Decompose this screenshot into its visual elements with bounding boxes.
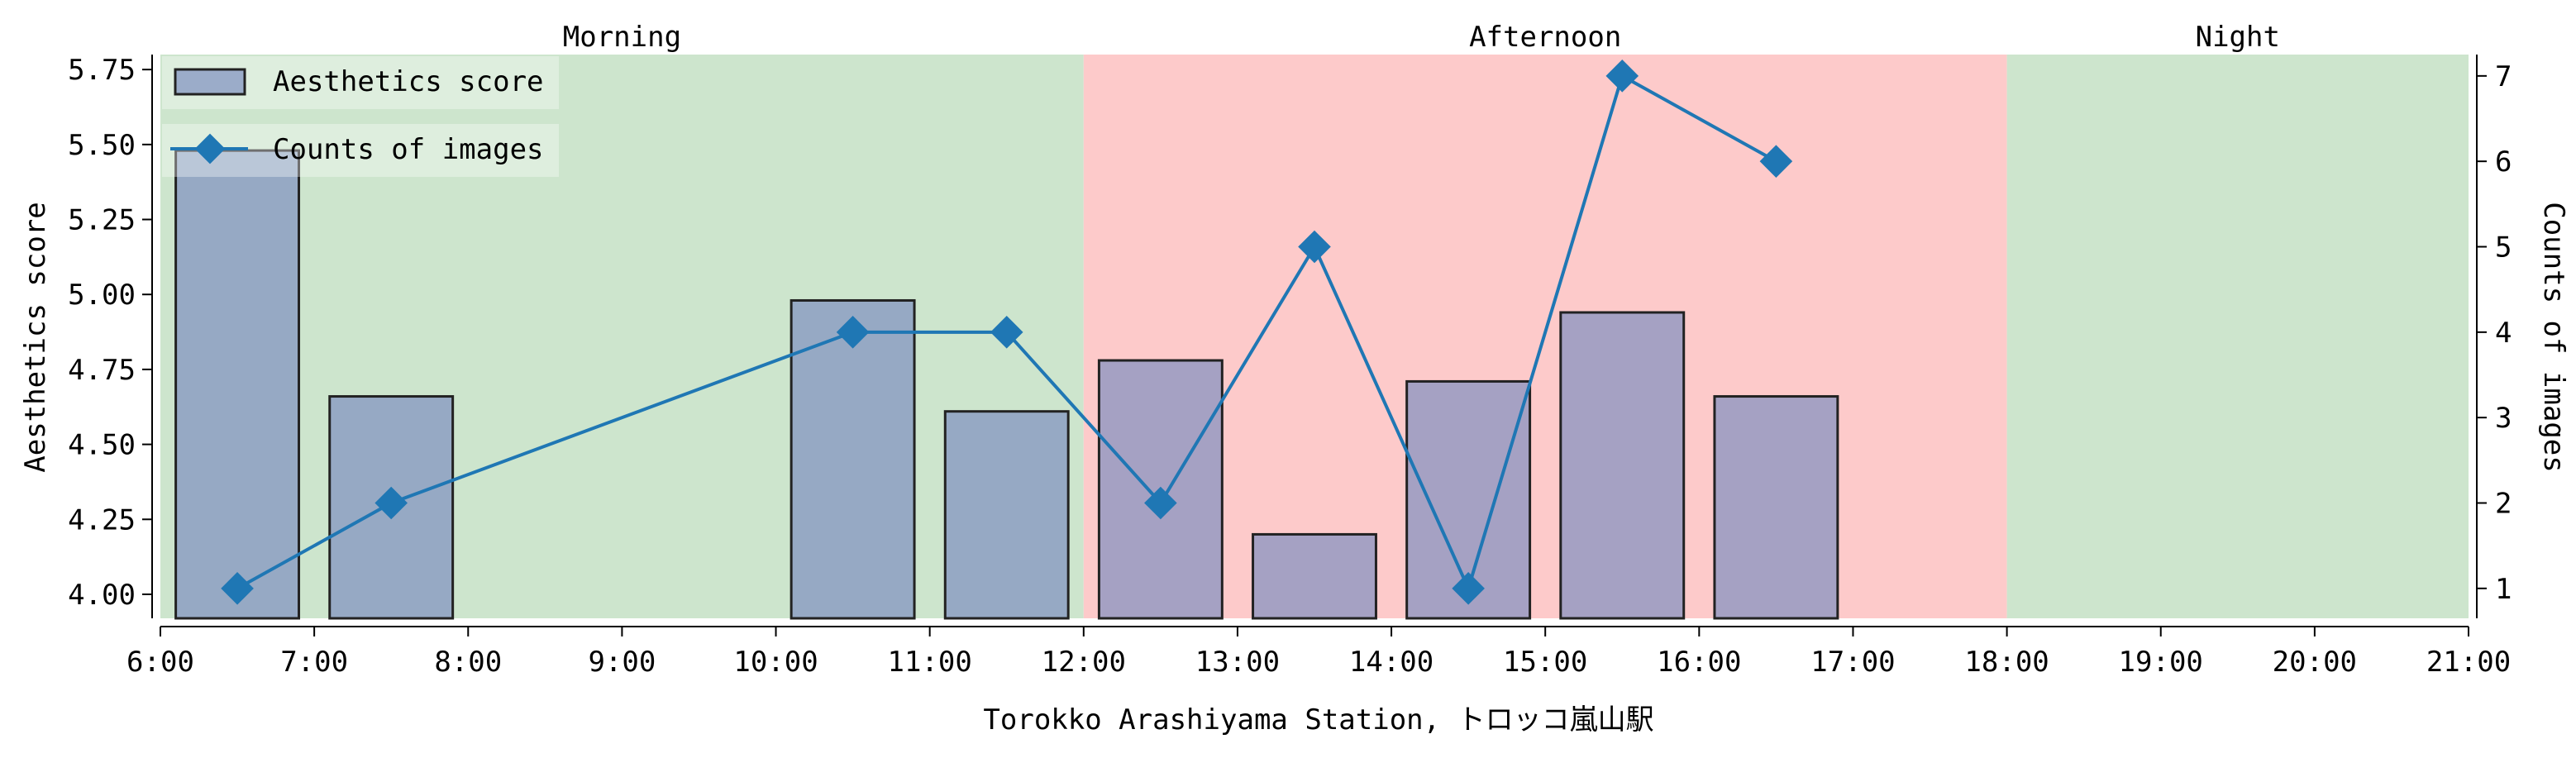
bar-0 (174, 149, 301, 620)
period-band-night (2006, 55, 2469, 618)
y2-axis-title: Counts of images (2537, 202, 2570, 473)
bar-3 (943, 410, 1070, 620)
legend-marker-diamond (194, 133, 226, 164)
y-tick-label-2: 4.50 (68, 429, 136, 462)
counts-point-4 (1144, 486, 1177, 520)
legend-label-line: Counts of images (273, 133, 544, 166)
period-labels: Morning Afternoon Night (563, 21, 2280, 54)
bar-7 (1559, 311, 1686, 620)
x-tick-label-4: 10:00 (733, 646, 818, 679)
x-tick-label-3: 9:00 (588, 646, 656, 679)
axes: 6:00 7:00 8:00 9:00 10:00 11:00 12:00 13:00 14:0… (68, 54, 2512, 679)
y2-tick-label-3: 4 (2495, 317, 2512, 350)
counts-point-8 (1759, 145, 1793, 178)
x-tick-label-1: 7:00 (280, 646, 348, 679)
period-label-afternoon: Afternoon (1469, 21, 1621, 54)
bar-8 (1713, 395, 1839, 620)
legend: Aesthetics score Counts of images (162, 56, 559, 177)
x-tick-label-15: 21:00 (2426, 646, 2511, 679)
counts-point-0 (221, 572, 254, 605)
x-tick-label-5: 11:00 (887, 646, 971, 679)
x-tick-label-7: 13:00 (1195, 646, 1280, 679)
y-tick-label-4: 5.00 (68, 279, 136, 312)
bar-4 (1097, 359, 1224, 620)
y2-tick-label-4: 5 (2495, 231, 2512, 265)
x-tick-label-10: 16:00 (1657, 646, 1741, 679)
y2-tick-label-5: 6 (2495, 145, 2512, 179)
legend-label-bar: Aesthetics score (273, 65, 544, 98)
x-tick-label-12: 18:00 (1964, 646, 2049, 679)
line-series (221, 60, 1793, 605)
x-tick-label-0: 6:00 (126, 646, 194, 679)
x-tick-label-11: 17:00 (1810, 646, 1895, 679)
y2-tick-label-0: 1 (2495, 573, 2512, 606)
y-tick-label-0: 4.00 (68, 579, 136, 612)
y-tick-label-6: 5.50 (68, 129, 136, 162)
y-tick-label-3: 4.75 (68, 354, 136, 387)
x-axis-title: Torokko Arashiyama Station, トロッコ嵐山駅 (983, 703, 1653, 737)
period-label-morning: Morning (563, 21, 681, 54)
x-tick-label-13: 19:00 (2119, 646, 2203, 679)
counts-point-1 (374, 486, 408, 520)
bar-series (174, 149, 1839, 620)
y-tick-label-1: 4.25 (68, 503, 136, 536)
counts-point-6 (1452, 572, 1485, 605)
y2-tick-label-1: 2 (2495, 488, 2512, 521)
x-tick-label-2: 8:00 (434, 646, 502, 679)
x-tick-label-8: 14:00 (1349, 646, 1433, 679)
y-axis-title: Aesthetics score (19, 202, 52, 473)
bar-2 (789, 298, 916, 620)
legend-swatch-bar (174, 68, 246, 96)
y-tick-label-7: 5.75 (68, 54, 136, 87)
y2-tick-label-6: 7 (2495, 60, 2512, 93)
bar-5 (1252, 532, 1377, 620)
x-tick-label-6: 12:00 (1042, 646, 1126, 679)
x-tick-label-9: 15:00 (1503, 646, 1587, 679)
x-tick-label-14: 20:00 (2273, 646, 2357, 679)
y-tick-label-5: 5.25 (68, 204, 136, 237)
period-band-morning (160, 55, 1084, 618)
y2-tick-label-2: 3 (2495, 402, 2512, 435)
period-label-night: Night (2196, 21, 2280, 54)
